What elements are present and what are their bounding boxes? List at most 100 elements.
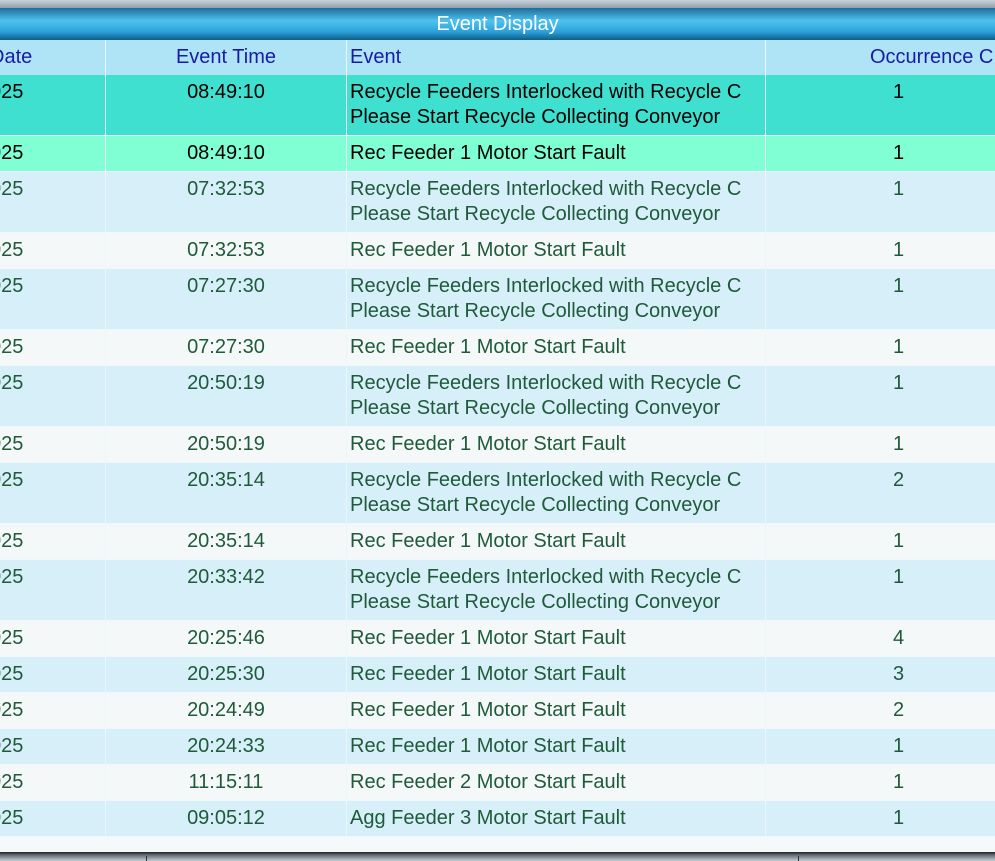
event-text-line: Rec Feeder 1 Motor Start Fault	[350, 699, 626, 721]
cell-occurrence-count: 1	[892, 239, 905, 261]
column-header-event[interactable]: Event	[347, 40, 766, 75]
cell-event-time: 08:49:10	[106, 75, 347, 135]
cell-event-time: 20:35:14	[106, 463, 347, 523]
cell-occurrence-count: 4	[892, 627, 905, 649]
event-text-line: Please Start Recycle Collecting Conveyor	[350, 106, 721, 128]
cell-date: 025	[0, 330, 106, 365]
event-text-line: Rec Feeder 2 Motor Start Fault	[350, 771, 626, 793]
table-header: Date Event Time Event Occurrence C	[0, 40, 995, 75]
column-header-occurrence[interactable]: Occurrence C	[870, 46, 994, 68]
cell-event-time: 20:35:14	[106, 524, 347, 559]
column-header-date[interactable]: Date	[0, 40, 106, 75]
cell-event-time: 11:15:11	[106, 765, 347, 800]
cell-date: 025	[0, 172, 106, 232]
cell-event: Recycle Feeders Interlocked with Recycle…	[347, 560, 766, 620]
cell-occurrence-count: 1	[892, 81, 905, 103]
cell-event: Recycle Feeders Interlocked with Recycle…	[347, 172, 766, 232]
date-text: 025	[0, 627, 24, 649]
event-text-line: Please Start Recycle Collecting Conveyor	[350, 203, 721, 225]
event-text-line: Recycle Feeders Interlocked with Recycle…	[350, 566, 742, 588]
date-text: 025	[0, 433, 24, 455]
event-text-line: Recycle Feeders Interlocked with Recycle…	[350, 81, 742, 103]
date-text: 025	[0, 807, 24, 829]
cell-event: Rec Feeder 2 Motor Start Fault	[347, 765, 766, 800]
cell-occurrence-count: 1	[892, 372, 905, 394]
event-text-line: Rec Feeder 1 Motor Start Fault	[350, 627, 626, 649]
cell-event-time: 20:50:19	[106, 427, 347, 462]
cell-occurrence-count: 1	[892, 275, 905, 297]
cell-occurrence-count: 3	[892, 663, 905, 685]
cell-event: Rec Feeder 1 Motor Start Fault	[347, 621, 766, 656]
cell-occurrence-count: 2	[892, 699, 905, 721]
cell-event: Rec Feeder 1 Motor Start Fault	[347, 330, 766, 365]
cell-date: 025	[0, 524, 106, 559]
date-text: 025	[0, 530, 24, 552]
column-header-event-time[interactable]: Event Time	[106, 40, 347, 75]
cell-event: Rec Feeder 1 Motor Start Fault	[347, 427, 766, 462]
cell-event: Recycle Feeders Interlocked with Recycle…	[347, 463, 766, 523]
cell-date: 025	[0, 729, 106, 764]
cell-event: Rec Feeder 1 Motor Start Fault	[347, 729, 766, 764]
cell-event: Recycle Feeders Interlocked with Recycle…	[347, 269, 766, 329]
cell-occurrence-count: 1	[892, 336, 905, 358]
cell-event: Agg Feeder 3 Motor Start Fault	[347, 801, 766, 836]
top-toolbar-strip	[0, 0, 995, 8]
cell-date: 025	[0, 765, 106, 800]
cell-event: Rec Feeder 1 Motor Start Fault	[347, 657, 766, 692]
event-text-line: Please Start Recycle Collecting Conveyor	[350, 300, 721, 322]
event-text-line: Recycle Feeders Interlocked with Recycle…	[350, 372, 742, 394]
cell-occurrence-count: 1	[892, 735, 905, 757]
date-text: 025	[0, 178, 24, 200]
cell-event-time: 20:24:33	[106, 729, 347, 764]
cell-event: Rec Feeder 1 Motor Start Fault	[347, 693, 766, 728]
date-text: 025	[0, 699, 24, 721]
cell-event-time: 20:25:46	[106, 621, 347, 656]
cell-occurrence-count: 1	[892, 142, 905, 164]
cell-event-time: 07:27:30	[106, 269, 347, 329]
date-text: 025	[0, 771, 24, 793]
cell-occurrence-count: 1	[892, 566, 905, 588]
event-text-line: Rec Feeder 1 Motor Start Fault	[350, 239, 626, 261]
date-text: 025	[0, 469, 24, 491]
cell-event: Recycle Feeders Interlocked with Recycle…	[347, 75, 766, 135]
cell-date: 025	[0, 136, 106, 171]
cell-occurrence-count: 1	[892, 178, 905, 200]
cell-event-time: 08:49:10	[106, 136, 347, 171]
event-text-line: Please Start Recycle Collecting Conveyor	[350, 591, 721, 613]
date-text: 025	[0, 663, 24, 685]
event-text-line: Please Start Recycle Collecting Conveyor	[350, 494, 721, 516]
event-text-line: Rec Feeder 1 Motor Start Fault	[350, 663, 626, 685]
date-text: 025	[0, 566, 24, 588]
date-text: 025	[0, 372, 24, 394]
date-text: 025	[0, 142, 24, 164]
cell-event-time: 07:32:53	[106, 233, 347, 268]
event-text-line: Agg Feeder 3 Motor Start Fault	[350, 807, 626, 829]
cell-event-time: 07:27:30	[106, 330, 347, 365]
cell-date: 025	[0, 427, 106, 462]
date-text: 025	[0, 81, 24, 103]
cell-occurrence-count: 2	[892, 469, 905, 491]
cell-date: 025	[0, 657, 106, 692]
cell-date: 025	[0, 366, 106, 426]
cell-event: Rec Feeder 1 Motor Start Fault	[347, 524, 766, 559]
cell-date: 025	[0, 233, 106, 268]
event-text-line: Rec Feeder 1 Motor Start Fault	[350, 735, 626, 757]
cell-event-time: 20:50:19	[106, 366, 347, 426]
